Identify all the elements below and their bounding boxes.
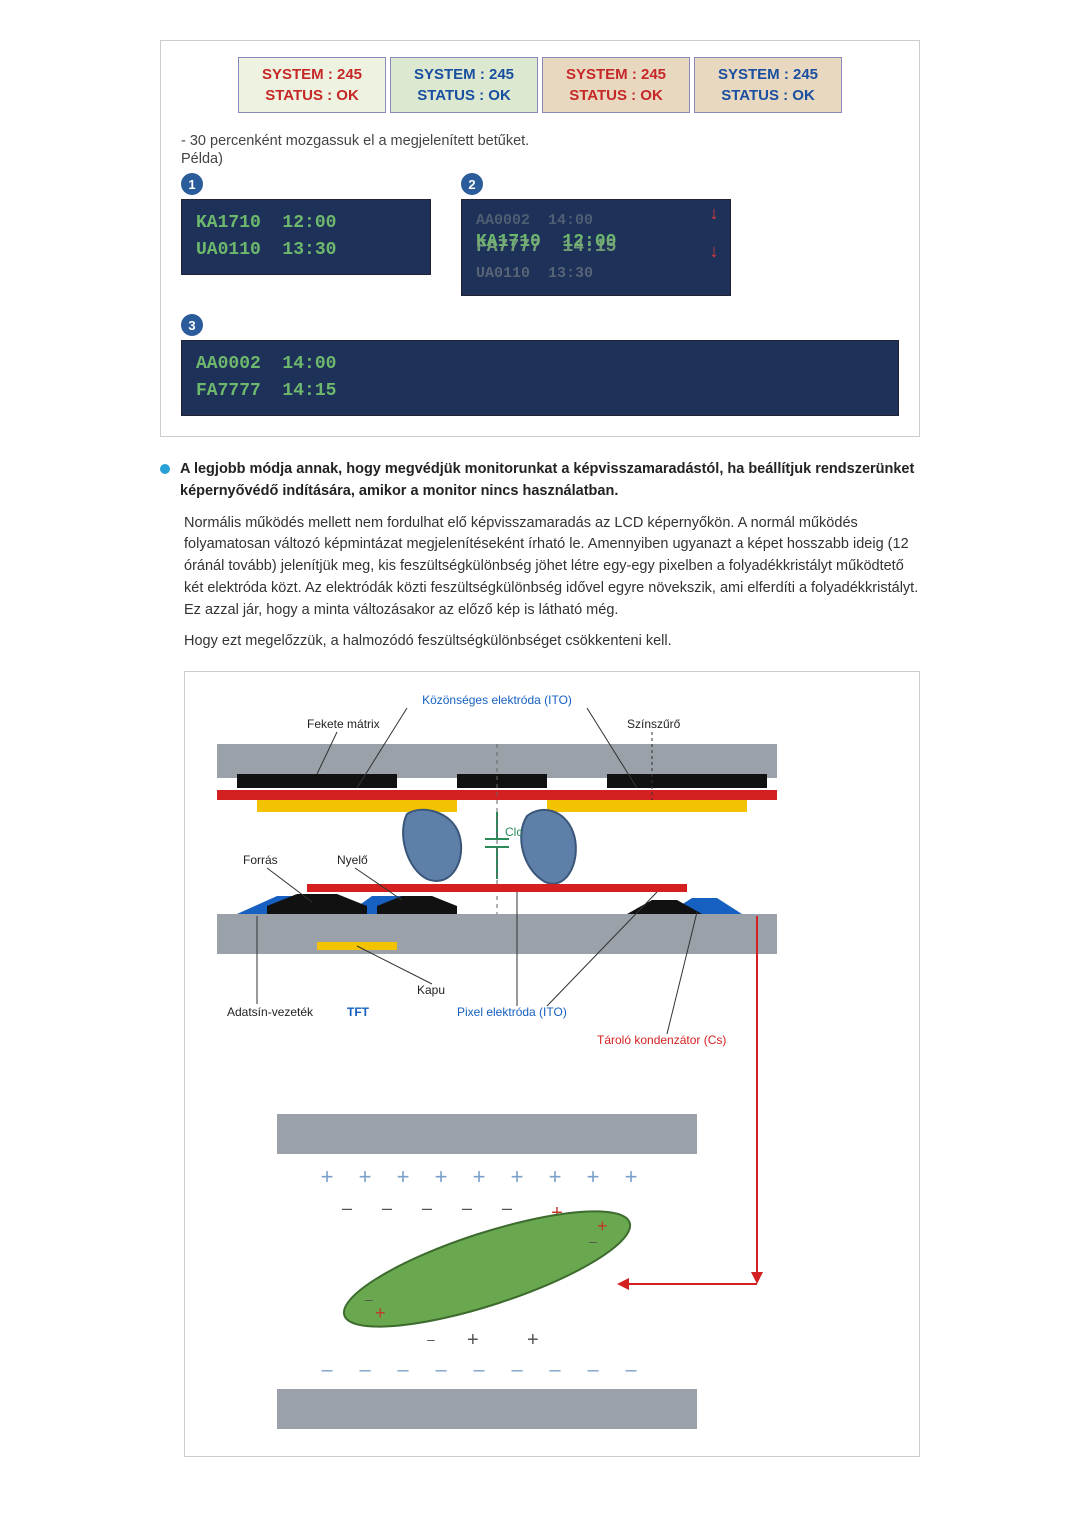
display-row: AA0002 14:00 (196, 351, 884, 378)
svg-text:+: + (473, 1164, 486, 1189)
system-label: SYSTEM : 245 (399, 64, 529, 85)
svg-text:+: + (549, 1164, 562, 1189)
svg-text:Közönséges elektróda (ITO): Közönséges elektróda (ITO) (422, 693, 572, 707)
svg-text:–: – (427, 1331, 435, 1347)
display-box-1: KA1710 12:00 UA0110 13:30 (181, 199, 431, 275)
display-box-2: AA0002 14:00 KA1710 12:00 FA7777 14:15 U… (461, 199, 731, 296)
svg-text:–: – (435, 1359, 447, 1381)
arrow-down-icon: ↓ (706, 206, 722, 224)
example-panel: SYSTEM : 245 STATUS : OK SYSTEM : 245 ST… (160, 40, 920, 437)
svg-text:–: – (397, 1359, 409, 1381)
display-row-dim: UA0110 13:30 (476, 263, 716, 286)
svg-text:+: + (597, 1216, 608, 1236)
status-cell: SYSTEM : 245 STATUS : OK (694, 57, 842, 113)
display-row: UA0110 13:30 (196, 237, 416, 264)
display-row-dim: AA0002 14:00 (476, 210, 716, 233)
svg-text:Forrás: Forrás (243, 853, 278, 867)
svg-text:–: – (549, 1359, 561, 1381)
badge-2: 2 (461, 173, 483, 195)
example-label: Példa) (181, 151, 899, 167)
display-row: FA7777 14:15 (196, 378, 884, 405)
display-box-3: AA0002 14:00 FA7777 14:15 (181, 340, 899, 416)
svg-text:–: – (422, 1198, 432, 1218)
note-line: - 30 percenként mozgassuk el a megjelení… (181, 133, 899, 149)
svg-text:–: – (589, 1233, 597, 1249)
paragraph: Normális működés mellett nem fordulhat e… (184, 513, 920, 622)
status-label: STATUS : OK (703, 85, 833, 106)
svg-text:–: – (511, 1359, 523, 1381)
svg-text:–: – (473, 1359, 485, 1381)
status-cell: SYSTEM : 245 STATUS : OK (238, 57, 386, 113)
svg-text:Fekete mátrix: Fekete mátrix (307, 717, 380, 731)
svg-text:Nyelő: Nyelő (337, 853, 368, 867)
system-label: SYSTEM : 245 (703, 64, 833, 85)
svg-text:Tároló kondenzátor (Cs): Tároló kondenzátor (Cs) (597, 1033, 726, 1047)
svg-text:TFT: TFT (347, 1005, 370, 1019)
lcd-cross-section-diagram: Clc Közönséges elektróda (ITO) Fekete mátr… (184, 671, 920, 1457)
badge-1: 1 (181, 173, 203, 195)
svg-text:+: + (511, 1164, 524, 1189)
svg-text:Kapu: Kapu (417, 983, 445, 997)
svg-text:+: + (321, 1164, 334, 1189)
svg-text:–: – (359, 1359, 371, 1381)
svg-text:+: + (359, 1164, 372, 1189)
svg-text:Színszűrő: Színszűrő (627, 717, 681, 731)
system-label: SYSTEM : 245 (247, 64, 377, 85)
svg-text:+: + (375, 1303, 386, 1323)
svg-text:+: + (397, 1164, 410, 1189)
svg-text:–: – (502, 1198, 512, 1218)
svg-text:–: – (342, 1198, 352, 1218)
svg-text:–: – (462, 1198, 472, 1218)
svg-text:–: – (625, 1359, 637, 1381)
svg-text:+: + (625, 1164, 638, 1189)
svg-text:+: + (467, 1329, 479, 1351)
status-row: SYSTEM : 245 STATUS : OK SYSTEM : 245 ST… (181, 57, 899, 113)
badge-3: 3 (181, 314, 203, 336)
svg-text:+: + (435, 1164, 448, 1189)
svg-text:+: + (527, 1329, 539, 1351)
svg-text:Adatsín-vezeték: Adatsín-vezeték (227, 1005, 314, 1019)
arrow-down-icon: ↓ (706, 244, 722, 262)
svg-text:Clc: Clc (505, 825, 522, 839)
paragraph: Hogy ezt megelőzzük, a halmozódó feszült… (184, 631, 920, 653)
tip-row: A legjobb módja annak, hogy megvédjük mo… (160, 459, 920, 503)
svg-text:+: + (587, 1164, 600, 1189)
status-label: STATUS : OK (399, 85, 529, 106)
display-row: KA1710 12:00 (196, 210, 416, 237)
status-cell: SYSTEM : 245 STATUS : OK (542, 57, 690, 113)
status-cell: SYSTEM : 245 STATUS : OK (390, 57, 538, 113)
svg-text:–: – (321, 1359, 333, 1381)
bullet-icon (160, 464, 170, 474)
tip-text: A legjobb módja annak, hogy megvédjük mo… (180, 459, 920, 503)
svg-text:–: – (382, 1198, 392, 1218)
svg-text:Pixel elektróda (ITO): Pixel elektróda (ITO) (457, 1005, 567, 1019)
svg-text:–: – (587, 1359, 599, 1381)
display-block-2: 2 AA0002 14:00 KA1710 12:00 FA7777 14:15… (461, 173, 731, 296)
status-label: STATUS : OK (247, 85, 377, 106)
system-label: SYSTEM : 245 (551, 64, 681, 85)
svg-text:–: – (365, 1291, 373, 1307)
display-block-1: 1 KA1710 12:00 UA0110 13:30 (181, 173, 431, 296)
status-label: STATUS : OK (551, 85, 681, 106)
display-row-overlay: FA7777 14:15 (476, 234, 716, 261)
display-block-3: 3 AA0002 14:00 FA7777 14:15 (181, 314, 899, 416)
